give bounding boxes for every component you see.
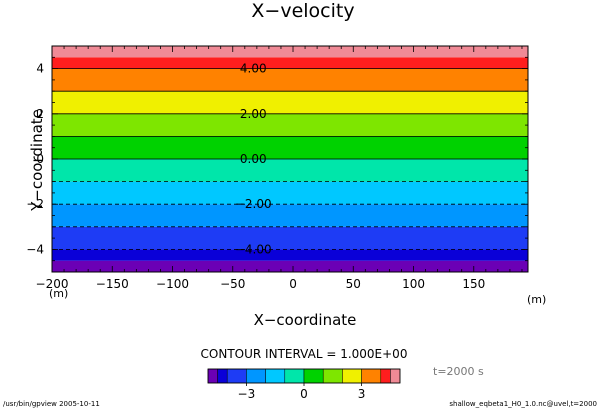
x-tick-label: 150 bbox=[462, 277, 485, 291]
contour-lines bbox=[52, 68, 528, 250]
x-tick-label: 0 bbox=[289, 277, 297, 291]
colorbar bbox=[207, 368, 401, 384]
contour-labels: −4.00 −2.00 0.00 2.00 4.00 bbox=[235, 62, 272, 257]
colorbar-cell-10 bbox=[380, 368, 391, 384]
x-axis-ticks: −200 −150 −100 −50 0 50 100 150 bbox=[36, 46, 523, 291]
colorbar-tick-label: 3 bbox=[358, 387, 366, 401]
x-tick-label: 100 bbox=[402, 277, 425, 291]
x-tick-label: −200 bbox=[36, 277, 69, 291]
color-band-5 bbox=[52, 159, 528, 182]
colorbar-cell-9 bbox=[361, 368, 382, 384]
color-band-0 bbox=[52, 260, 528, 272]
color-band-9 bbox=[52, 68, 528, 92]
colorbar-tick-label: −3 bbox=[238, 387, 256, 401]
colorbar-cell-6 bbox=[303, 368, 324, 384]
contour-label-4: 4.00 bbox=[240, 62, 267, 76]
color-band-2 bbox=[52, 226, 528, 250]
x-tick-label: −100 bbox=[156, 277, 189, 291]
colorbar-cell-2 bbox=[226, 368, 247, 384]
x-tick-label: −150 bbox=[96, 277, 129, 291]
contour-label-1: −2.00 bbox=[235, 197, 272, 211]
color-bands bbox=[52, 46, 528, 272]
chart-title: X−velocity bbox=[251, 0, 354, 22]
colorbar-cell-8 bbox=[342, 368, 362, 384]
footer-right: shallow_eqbeta1_H0_1.0.nc@uvel,t=2000 bbox=[449, 400, 597, 408]
color-band-1 bbox=[52, 249, 528, 261]
contour-label-2: 0.00 bbox=[240, 152, 267, 166]
color-band-7 bbox=[52, 113, 528, 137]
y-tick-label: −2 bbox=[26, 197, 44, 211]
color-band-8 bbox=[52, 91, 528, 114]
color-band-11 bbox=[52, 46, 528, 58]
y-tick-label: 0 bbox=[36, 152, 44, 166]
colorbar-ticks: −3 0 3 bbox=[238, 383, 366, 401]
y-axis-label: Y−coordinate bbox=[28, 109, 46, 212]
contour-label-0: −4.00 bbox=[235, 242, 272, 256]
colorbar-cell-3 bbox=[246, 368, 266, 384]
color-band-6 bbox=[52, 136, 528, 159]
colorbar-tick-label: 0 bbox=[300, 387, 308, 401]
y-tick-label: −4 bbox=[26, 242, 44, 256]
colorbar-cell-7 bbox=[322, 368, 343, 384]
y-tick-label: 2 bbox=[36, 107, 44, 121]
time-label: t=2000 s bbox=[433, 365, 484, 378]
color-band-10 bbox=[52, 57, 528, 69]
color-band-4 bbox=[52, 181, 528, 205]
contour-interval-text: CONTOUR INTERVAL = 1.000E+00 bbox=[201, 347, 408, 361]
x-axis-label: X−coordinate bbox=[254, 311, 357, 329]
color-band-3 bbox=[52, 204, 528, 227]
y-tick-label: 4 bbox=[36, 62, 44, 76]
colorbar-cell-0 bbox=[207, 368, 218, 384]
colorbar-cell-5 bbox=[284, 368, 305, 384]
x-tick-label: 50 bbox=[346, 277, 361, 291]
colorbar-cell-4 bbox=[265, 368, 286, 384]
colorbar-cell-1 bbox=[217, 368, 228, 384]
footer-left: /usr/bin/gpview 2005-10-11 bbox=[3, 400, 100, 408]
x-tick-label: −50 bbox=[220, 277, 245, 291]
y-axis-ticks: −4 −2 0 2 4 bbox=[26, 45, 528, 273]
y-unit-label: (m) bbox=[49, 287, 68, 300]
colorbar-cell-11 bbox=[390, 368, 401, 384]
contour-label-3: 2.00 bbox=[240, 107, 267, 121]
x-unit-label: (m) bbox=[527, 293, 546, 306]
